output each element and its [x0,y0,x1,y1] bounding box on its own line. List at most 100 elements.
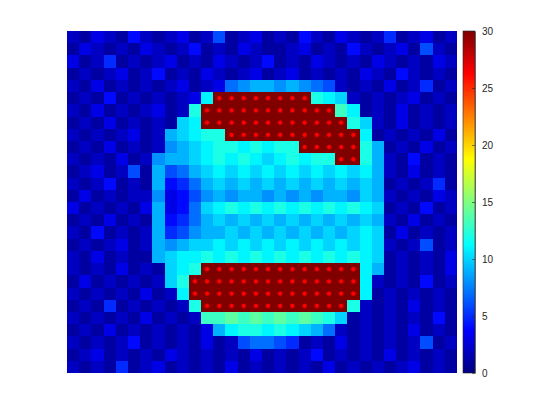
heatmap-cell [116,214,129,227]
heatmap-cell [201,239,214,252]
heatmap-cell [79,43,92,56]
heatmap-cell [445,31,457,44]
heatmap-cell [274,92,287,105]
heatmap-cell [408,251,421,264]
heatmap-cell [360,153,373,166]
heatmap-cell [250,263,263,276]
heatmap-cell [408,214,421,227]
heatmap-cell [116,300,129,313]
heatmap-cell [262,361,275,373]
heatmap-cell [116,68,129,81]
heatmap-cell [91,80,104,93]
marker-point [290,96,295,101]
heatmap-cell [433,129,446,142]
colorbar-tick-mark [472,31,475,32]
heatmap-cell [177,141,190,154]
heatmap-cell [67,178,80,191]
heatmap-cell [104,153,117,166]
colorbar-tick-label: 25 [482,83,494,94]
marker-point [339,279,344,284]
heatmap-cell [323,141,336,154]
heatmap-cell [274,251,287,264]
heatmap-cell [67,324,80,337]
heatmap-cell [420,55,433,68]
heatmap-cell [396,251,409,264]
heatmap-cell [116,153,129,166]
heatmap-cell [347,80,360,93]
heatmap-cell [177,92,190,105]
heatmap-cell [201,117,214,130]
heatmap-cell [396,117,409,130]
heatmap-cell [213,263,226,276]
heatmap-cell [116,288,129,301]
heatmap-cell [177,43,190,56]
heatmap-cell [225,141,238,154]
heatmap-cell [189,190,202,203]
heatmap-cell [433,117,446,130]
heatmap-cell [274,190,287,203]
heatmap-cell [311,117,324,130]
heatmap-cell [372,214,385,227]
heatmap-cell [311,129,324,142]
heatmap-cell [250,92,263,105]
heatmap-cell [433,92,446,105]
heatmap-cell [335,361,348,373]
heatmap-cell [372,104,385,117]
heatmap-cell [384,55,397,68]
heatmap-cell [91,226,104,239]
heatmap-cell [286,202,299,215]
heatmap-cell [79,68,92,81]
heatmap-cell [116,31,129,44]
heatmap-cell [225,165,238,178]
marker-point [302,108,307,113]
heatmap-cell [104,165,117,178]
heatmap-cell [408,361,421,373]
heatmap-cell [384,214,397,227]
heatmap-cell [335,129,348,142]
heatmap-cell [311,312,324,325]
heatmap-cell [91,129,104,142]
heatmap-cell [372,300,385,313]
marker-point [205,279,210,284]
heatmap-cell [360,178,373,191]
heatmap-cell [91,153,104,166]
heatmap-cell [250,312,263,325]
heatmap-cell [420,312,433,325]
heatmap-cell [165,153,178,166]
heatmap-cell [372,55,385,68]
marker-point [253,96,258,101]
colorbar: 051015202530 [463,26,494,379]
heatmap-cell [91,336,104,349]
heatmap-cell [433,214,446,227]
heatmap-cell [238,214,251,227]
heatmap-cell [91,288,104,301]
heatmap-cell [128,312,141,325]
heatmap-cell [262,239,275,252]
heatmap-cell [311,324,324,337]
heatmap-cell [433,153,446,166]
heatmap-cell [128,214,141,227]
heatmap-cell [250,288,263,301]
heatmap-cell [238,190,251,203]
heatmap-cell [408,68,421,81]
heatmap-cell [201,178,214,191]
heatmap-cell [408,92,421,105]
heatmap-cell [323,214,336,227]
heatmap-cell [420,117,433,130]
heatmap-cell [213,117,226,130]
heatmap-cell [152,300,165,313]
heatmap-cell [262,251,275,264]
heatmap-cell [152,31,165,44]
marker-point [326,132,331,137]
heatmap-cell [79,275,92,288]
heatmap-cell [165,202,178,215]
heatmap-cell [347,43,360,56]
heatmap-cell [177,349,190,362]
heatmap-cell [116,202,129,215]
heatmap-cell [262,92,275,105]
heatmap-cell [274,214,287,227]
heatmap-cell [250,141,263,154]
heatmap-cell [347,165,360,178]
heatmap-cell [91,55,104,68]
marker-point [326,267,331,272]
